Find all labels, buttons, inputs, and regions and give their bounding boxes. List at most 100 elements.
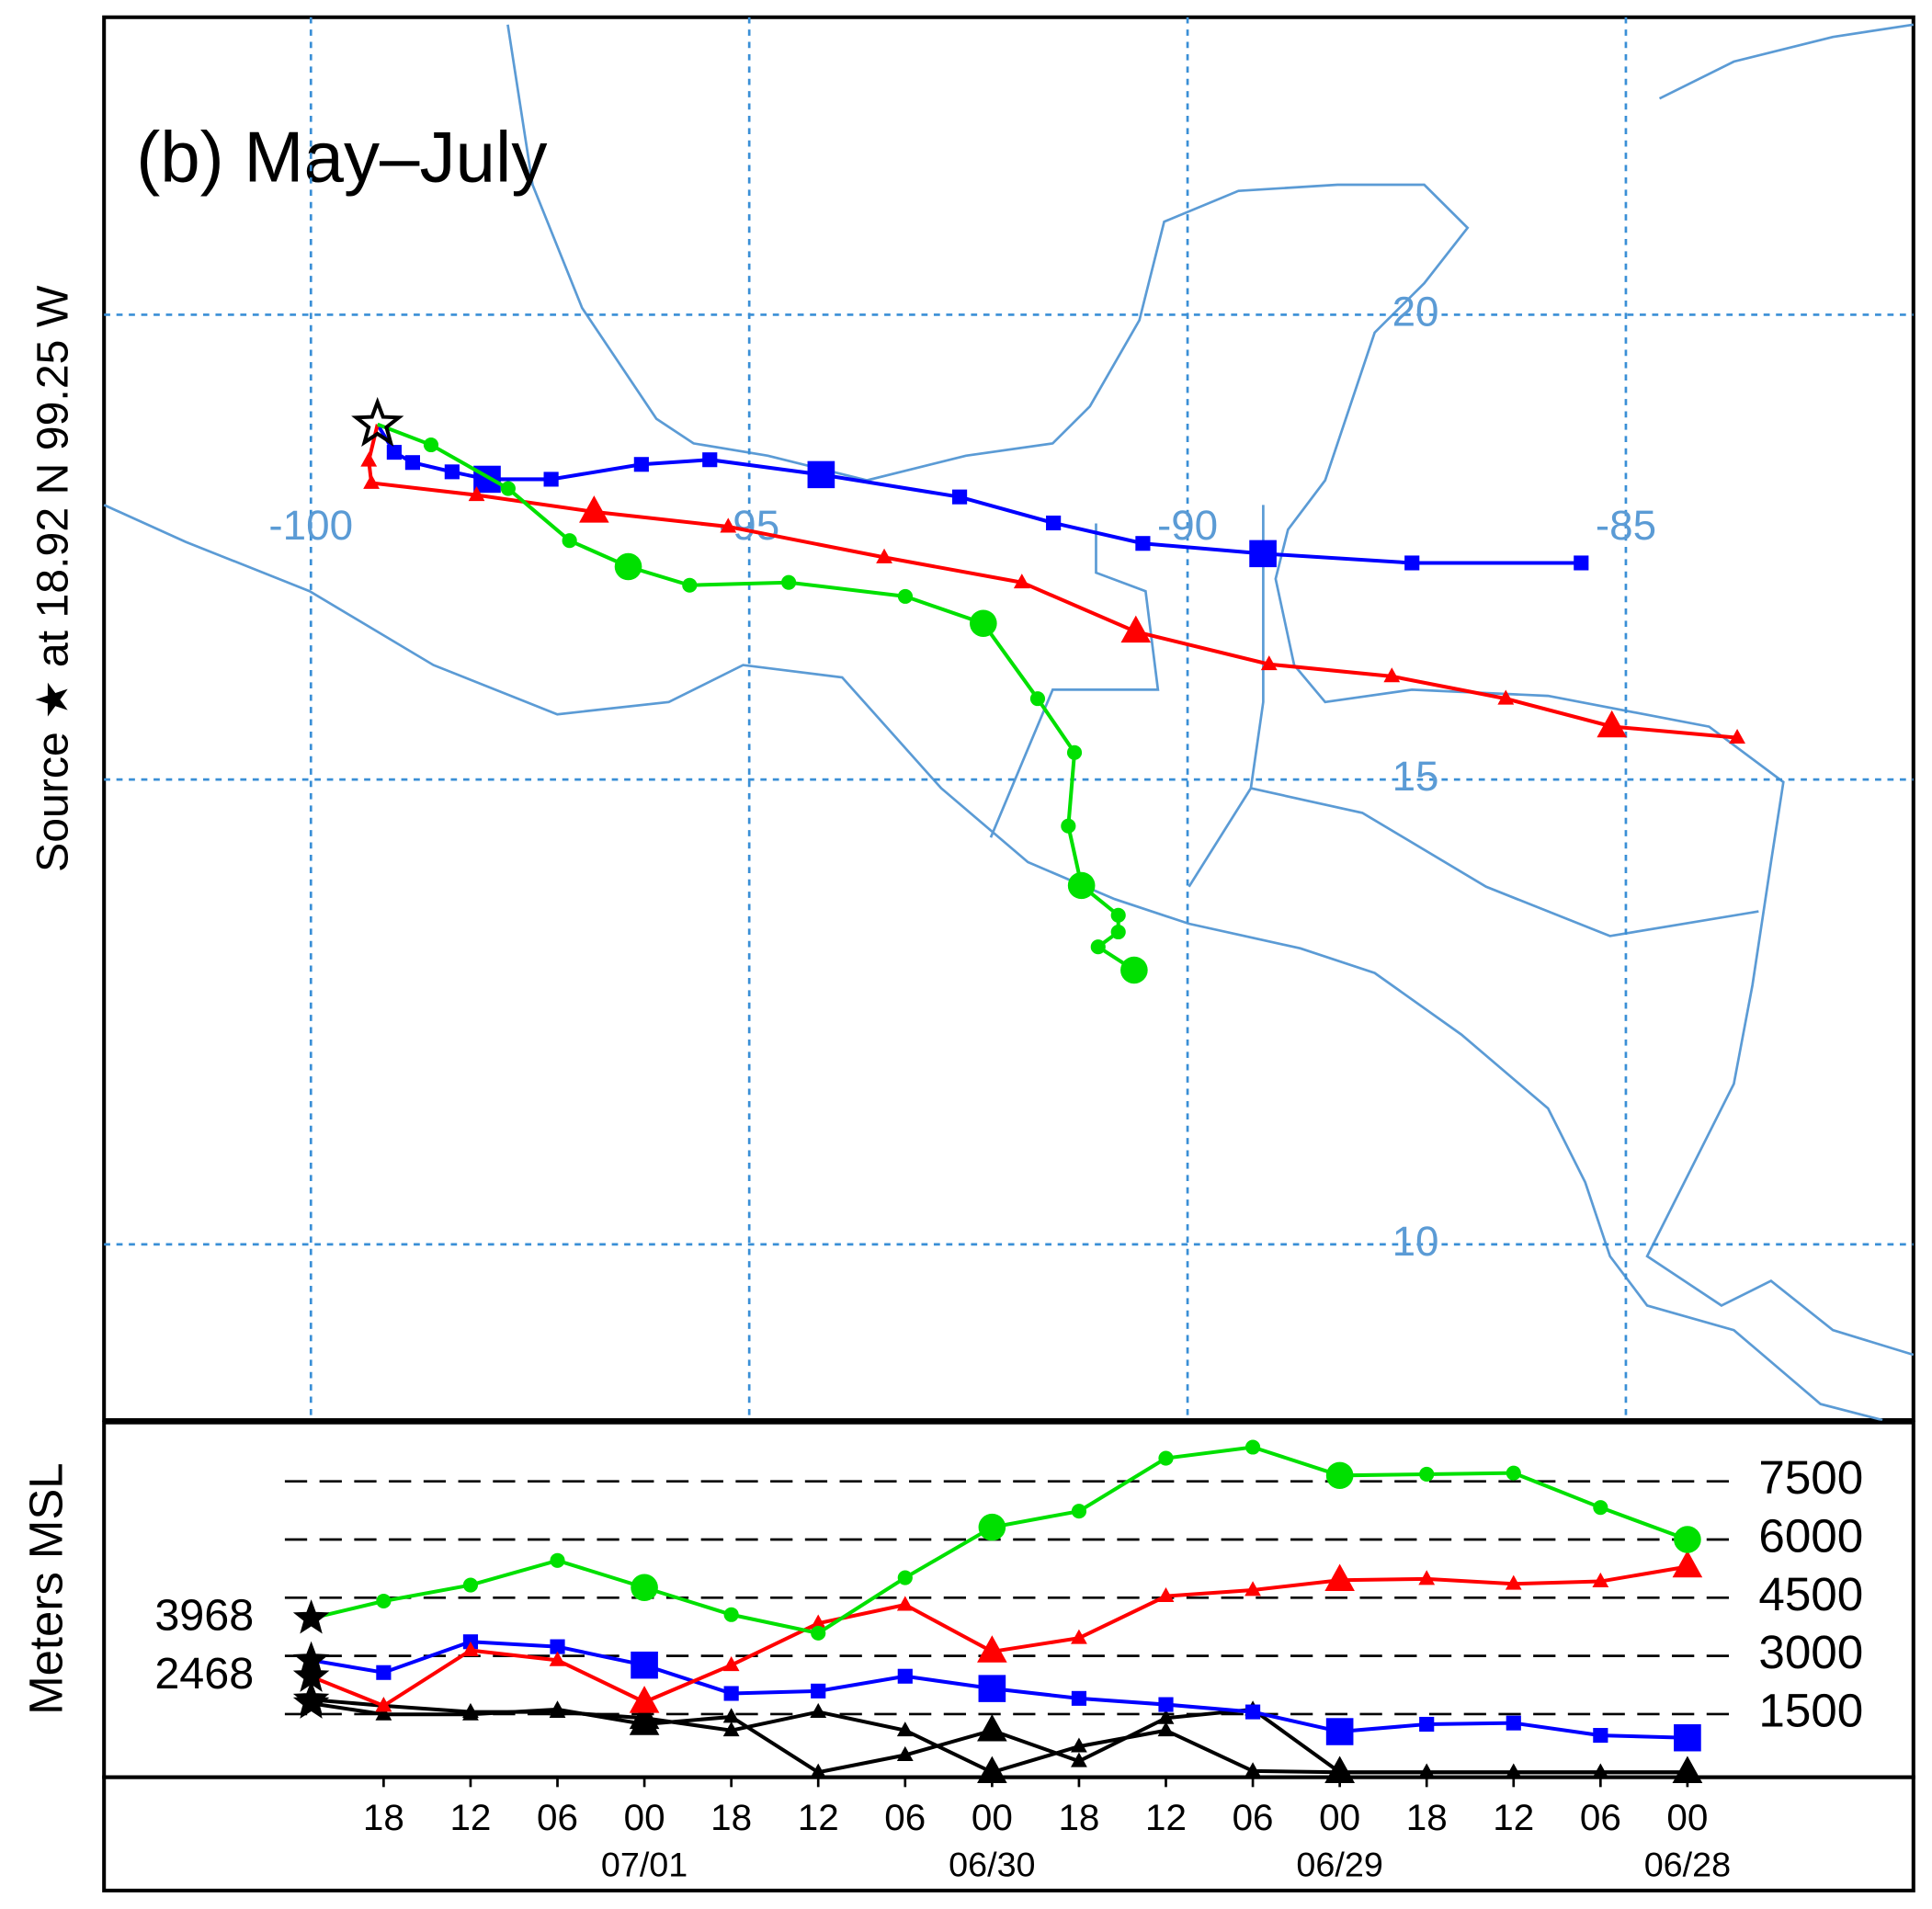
marker	[897, 1668, 913, 1684]
marker	[1110, 907, 1126, 923]
x-tick-label: 12	[449, 1797, 491, 1838]
marker	[1066, 744, 1083, 760]
marker	[896, 1722, 914, 1737]
border	[989, 523, 1160, 838]
marker	[1672, 1756, 1703, 1784]
marker	[1071, 1629, 1087, 1644]
marker	[1071, 1752, 1087, 1767]
coastline	[103, 504, 1883, 1422]
marker	[1505, 1763, 1522, 1778]
marker	[1135, 536, 1151, 551]
marker	[1071, 1737, 1087, 1753]
marker	[1324, 1563, 1355, 1592]
marker	[1597, 710, 1627, 738]
marker	[723, 1686, 739, 1701]
date-label: 06/29	[1296, 1845, 1382, 1883]
marker	[977, 1635, 1007, 1663]
marker	[722, 1708, 740, 1723]
y-axis-label: Meters MSL	[19, 1462, 72, 1714]
marker	[1419, 1716, 1435, 1733]
marker	[978, 1513, 1006, 1541]
marker	[876, 548, 892, 563]
x-tick-label: 18	[1058, 1797, 1099, 1838]
source-star	[351, 396, 404, 447]
marker	[1244, 1704, 1261, 1720]
marker	[444, 464, 460, 480]
marker	[1404, 555, 1420, 571]
marker	[1158, 1697, 1174, 1712]
marker	[1592, 1572, 1609, 1587]
marker	[1046, 515, 1062, 531]
marker	[1325, 1718, 1354, 1745]
x-tick-label: 12	[1145, 1797, 1187, 1838]
time-frame	[102, 1775, 1915, 1892]
y-tick-label: 1500	[1758, 1685, 1863, 1737]
x-tick-label: 00	[972, 1797, 1013, 1838]
x-tick-label: 18	[363, 1797, 404, 1838]
marker	[629, 1708, 660, 1735]
lat-label: 20	[1392, 289, 1439, 335]
marker	[1244, 1762, 1261, 1778]
source-star	[292, 1657, 330, 1692]
source-label: Source ★ at 18.92 N 99.25 W	[28, 285, 77, 872]
y-tick-label: 6000	[1758, 1510, 1863, 1562]
x-tick-label: 00	[624, 1797, 665, 1838]
x-tick-label: 00	[1319, 1797, 1360, 1838]
marker	[404, 455, 421, 471]
lon-label: -85	[1596, 502, 1656, 549]
x-tick-label: 06	[1580, 1797, 1621, 1838]
marker	[462, 1577, 479, 1593]
panel-title: (b) May–July	[136, 117, 547, 198]
marker	[896, 1745, 914, 1761]
marker	[631, 1651, 658, 1679]
x-tick-label: 12	[798, 1797, 839, 1838]
marker	[977, 1714, 1007, 1742]
x-tick-label: 18	[1406, 1797, 1448, 1838]
marker	[462, 1641, 479, 1657]
marker	[1071, 1504, 1087, 1519]
marker	[807, 460, 835, 489]
lon-label: -90	[1157, 502, 1218, 549]
marker	[977, 1756, 1007, 1784]
marker	[1071, 1690, 1087, 1706]
marker	[720, 517, 737, 533]
marker	[810, 1763, 827, 1778]
marker	[1244, 1439, 1261, 1455]
marker	[633, 457, 649, 472]
lat-label: 10	[1392, 1218, 1439, 1265]
marker	[1729, 728, 1745, 744]
marker	[1029, 691, 1046, 707]
date-label: 06/30	[949, 1845, 1035, 1883]
y-tick-label: 3000	[1758, 1626, 1863, 1678]
marker	[1593, 1728, 1608, 1744]
marker	[811, 1625, 826, 1641]
marker	[376, 1593, 392, 1609]
marker	[682, 577, 698, 593]
x-tick-label: 00	[1666, 1797, 1708, 1838]
marker	[978, 1675, 1006, 1702]
y-tick-label: 7500	[1758, 1451, 1863, 1504]
marker	[1244, 1581, 1261, 1597]
marker	[1158, 1450, 1174, 1466]
marker	[811, 1683, 826, 1699]
marker	[1592, 1763, 1609, 1778]
marker	[500, 481, 516, 496]
marker	[614, 552, 642, 581]
marker	[781, 574, 797, 590]
marker	[386, 445, 402, 460]
marker	[1090, 939, 1106, 955]
marker	[376, 1665, 392, 1680]
marker	[423, 437, 439, 453]
source-star	[292, 1684, 330, 1719]
lon-label: -100	[268, 502, 353, 549]
marker	[896, 1596, 914, 1611]
marker	[723, 1607, 739, 1622]
marker	[1674, 1526, 1701, 1553]
marker	[722, 1722, 740, 1737]
marker	[1249, 540, 1277, 568]
marker	[1418, 1763, 1436, 1778]
marker	[550, 1552, 565, 1568]
marker	[1260, 655, 1278, 671]
marker	[810, 1702, 827, 1719]
